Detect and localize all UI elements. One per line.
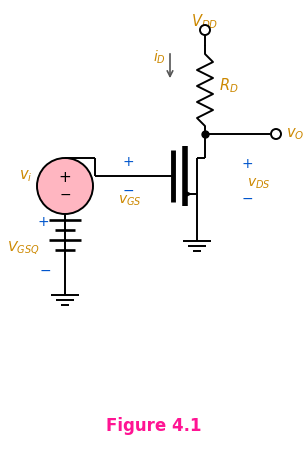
- Text: $-$: $-$: [39, 263, 51, 277]
- Text: +: +: [59, 170, 71, 185]
- Text: Figure 4.1: Figure 4.1: [106, 417, 202, 435]
- Text: $-$: $-$: [241, 191, 253, 205]
- Text: $i_D$: $i_D$: [153, 49, 166, 67]
- Text: $v_O$: $v_O$: [286, 126, 304, 142]
- Text: $-$: $-$: [122, 183, 134, 197]
- Circle shape: [37, 158, 93, 214]
- Text: +: +: [241, 157, 253, 171]
- Circle shape: [271, 129, 281, 139]
- Text: +: +: [122, 155, 134, 169]
- Text: $-$: $-$: [59, 187, 71, 201]
- Text: $v_{DS}$: $v_{DS}$: [247, 177, 270, 191]
- Text: +: +: [37, 215, 49, 229]
- Text: $V_{DD}$: $V_{DD}$: [191, 12, 219, 31]
- Text: $v_i$: $v_i$: [18, 168, 32, 184]
- Text: $R_D$: $R_D$: [219, 77, 239, 95]
- Text: $v_{GS}$: $v_{GS}$: [118, 194, 142, 208]
- Text: $V_{GSQ}$: $V_{GSQ}$: [6, 239, 39, 256]
- Circle shape: [200, 25, 210, 35]
